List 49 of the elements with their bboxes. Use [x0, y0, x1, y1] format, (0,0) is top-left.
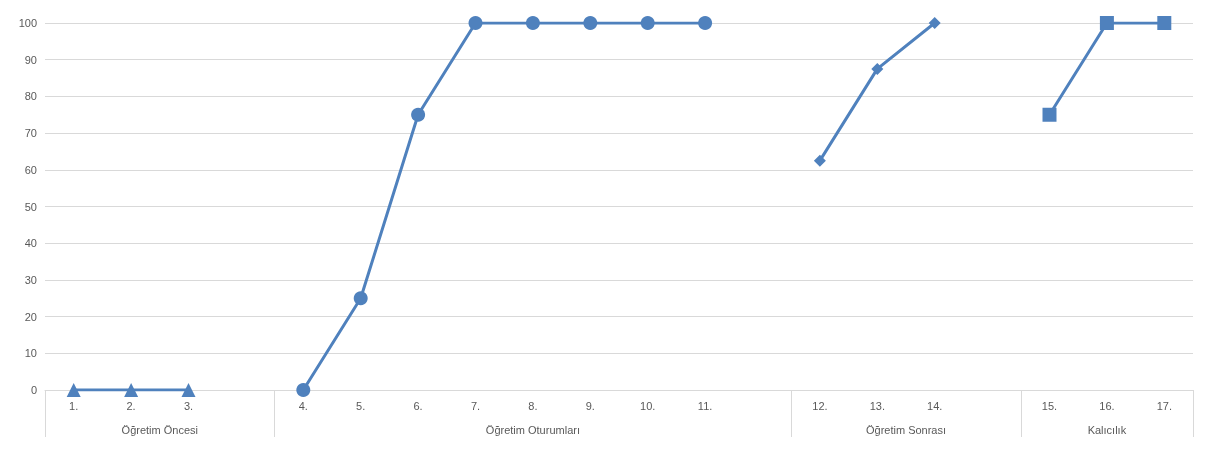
x-tick-label: 10.	[640, 399, 656, 412]
x-tick-label: 7.	[470, 399, 481, 412]
y-tick-label: 100	[18, 17, 37, 29]
point	[66, 383, 81, 397]
text: Öğretim Sonrası	[865, 424, 947, 436]
x-tick-label: 16.	[1099, 399, 1115, 412]
point	[583, 16, 598, 30]
point	[640, 16, 655, 30]
x-tick-label: 3.	[183, 399, 194, 412]
point	[813, 154, 826, 167]
x-tick-label: 17.	[1156, 399, 1172, 412]
point	[928, 17, 941, 29]
x-tick-label: 12.	[812, 399, 828, 412]
text: Öğretim Oturumları	[485, 424, 580, 436]
y-tick-label: 90	[24, 53, 37, 66]
y-tick-label: 20	[24, 310, 37, 323]
point	[525, 16, 540, 30]
point	[698, 16, 713, 30]
x-tick-label: 13.	[869, 399, 885, 412]
point	[411, 107, 426, 122]
x-tick-label: 11.	[697, 399, 713, 412]
y-tick-label: 40	[24, 237, 37, 250]
y-tick-label: 0	[30, 384, 37, 396]
x-tick-label: 4.	[298, 399, 308, 412]
x-tick-label: 8.	[528, 399, 538, 412]
x-tick-label: 1.	[69, 399, 79, 412]
y-tick-label: 10	[24, 347, 37, 360]
x-tick-label: 2.	[126, 399, 136, 412]
text: Öğretim Öncesi	[121, 424, 199, 436]
y-tick-label: 70	[24, 127, 37, 140]
point	[1042, 107, 1057, 122]
y-tick-label: 80	[24, 90, 37, 103]
point	[871, 62, 884, 75]
point	[181, 383, 196, 397]
y-tick-label: 50	[24, 200, 37, 213]
point	[1099, 16, 1114, 30]
y-tick-label: 60	[24, 163, 37, 176]
text: Kalıcılık	[1087, 424, 1127, 436]
x-tick-label: 15.	[1041, 399, 1058, 412]
point	[296, 383, 311, 397]
x-tick-label: 5.	[356, 399, 366, 412]
x-tick-label: 6.	[413, 399, 423, 412]
x-tick-label: 9.	[585, 399, 595, 412]
point	[468, 16, 483, 30]
x-tick-label: 14.	[927, 399, 943, 412]
point	[353, 291, 368, 306]
point	[124, 383, 139, 397]
point	[1157, 16, 1172, 30]
y-tick-label: 30	[24, 273, 37, 286]
